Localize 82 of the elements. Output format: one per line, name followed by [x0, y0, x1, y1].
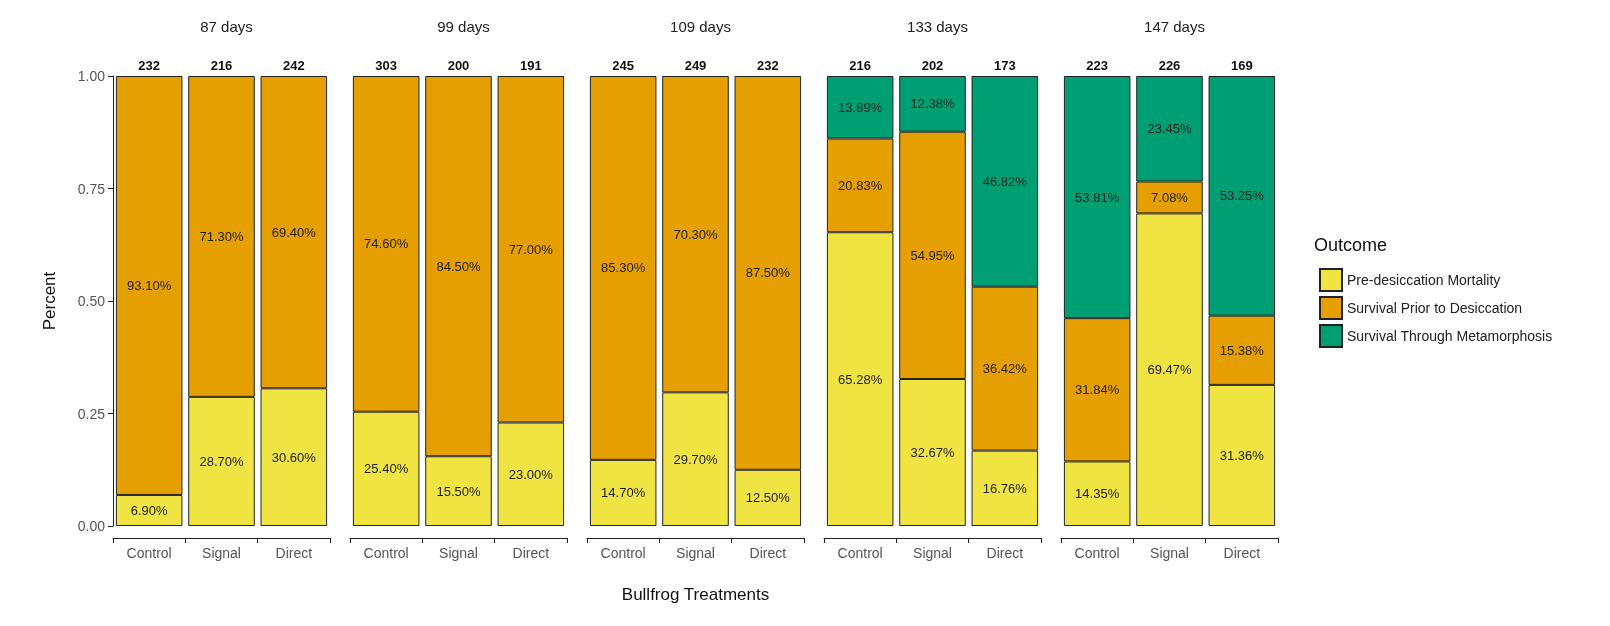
chart-title: 109 days: [670, 18, 731, 35]
data-label: 54.95%: [910, 247, 955, 263]
data-label: 15.38%: [1219, 342, 1265, 358]
data-label: 13.89%: [838, 99, 883, 115]
data-label: 25.40%: [364, 461, 409, 477]
data-label: 69.40%: [271, 224, 317, 240]
data-label: 16.76%: [982, 480, 1028, 496]
x-tick-label: Signal: [202, 545, 241, 561]
data-label: 23.00%: [508, 466, 554, 482]
x-tick-label: Control: [126, 545, 172, 561]
data-label: 30.60%: [271, 449, 317, 465]
x-tick-label: Signal: [1150, 545, 1189, 561]
y-tick-label: 1.00: [77, 68, 106, 84]
x-tick-label: Direct: [749, 545, 787, 561]
x-tick-label: Signal: [913, 545, 952, 561]
x-tick-label: Control: [837, 545, 883, 561]
y-tick-label: 0.50: [77, 293, 106, 309]
data-label: 53.81%: [1075, 189, 1120, 205]
chart-title: 99 days: [437, 18, 490, 35]
data-label: 32.67%: [910, 444, 955, 460]
annotation: 242: [282, 58, 305, 73]
y-tick-label: 0.75: [77, 180, 106, 197]
data-label: 12.50%: [745, 490, 791, 506]
legend-label: Survival Prior to Desiccation: [1347, 300, 1523, 316]
x-tick-label: Direct: [986, 545, 1024, 561]
data-label: 85.30%: [601, 260, 646, 276]
chart-title: 147 days: [1144, 18, 1205, 35]
annotation: 202: [921, 58, 944, 73]
data-label: 12.38%: [910, 96, 955, 112]
data-label: 77.00%: [508, 241, 554, 257]
data-label: 14.70%: [601, 485, 646, 501]
annotation: 226: [1158, 58, 1181, 73]
y-axis-title: Percent: [40, 271, 59, 331]
data-label: 14.35%: [1075, 486, 1120, 502]
data-label: 6.90%: [130, 502, 169, 518]
x-tick-label: Direct: [275, 545, 313, 561]
annotation: 249: [684, 58, 707, 73]
data-label: 84.50%: [436, 258, 481, 274]
legend-label: Survival Through Metamorphosis: [1347, 328, 1553, 344]
data-label: 65.28%: [838, 371, 883, 387]
data-label: 93.10%: [127, 277, 172, 293]
x-tick-label: Control: [363, 545, 409, 561]
legend-title: Outcome: [1314, 235, 1388, 255]
data-label: 29.70%: [673, 451, 718, 467]
data-label: 69.47%: [1147, 362, 1192, 378]
data-label: 53.25%: [1219, 188, 1265, 204]
data-label: 71.30%: [199, 228, 244, 244]
data-label: 46.82%: [982, 173, 1028, 189]
annotation: 216: [849, 58, 872, 73]
x-tick-label: Control: [1074, 545, 1120, 561]
data-label: 28.70%: [199, 453, 244, 469]
annotation: 191: [519, 58, 542, 73]
data-label: 7.08%: [1151, 189, 1189, 205]
data-label: 31.36%: [1219, 447, 1265, 463]
data-label: 20.83%: [838, 177, 883, 193]
data-label: 36.42%: [982, 361, 1028, 377]
x-tick-label: Signal: [439, 545, 478, 561]
annotation: 216: [210, 58, 233, 73]
x-tick-label: Control: [600, 545, 646, 561]
x-tick-label: Direct: [1223, 545, 1261, 561]
y-tick-label: 0.00: [77, 518, 106, 534]
chart-title: 133 days: [907, 18, 968, 35]
annotation: 173: [993, 58, 1016, 73]
y-tick-label: 0.25: [77, 405, 106, 422]
data-label: 23.45%: [1147, 121, 1192, 137]
x-tick-label: Direct: [512, 545, 550, 561]
annotation: 169: [1230, 58, 1253, 73]
data-label: 70.30%: [673, 226, 718, 242]
data-label: 31.84%: [1075, 382, 1120, 398]
annotation: 303: [375, 58, 398, 73]
annotation: 200: [447, 58, 470, 73]
chart-title: 87 days: [200, 18, 253, 35]
x-tick-label: Signal: [676, 545, 715, 561]
annotation: 245: [612, 58, 635, 73]
data-label: 15.50%: [436, 483, 481, 499]
annotation: 223: [1086, 58, 1109, 73]
annotation: 232: [138, 58, 161, 73]
x-axis-title: Bullfrog Treatments: [621, 585, 770, 604]
annotation: 232: [756, 58, 779, 73]
data-label: 87.50%: [745, 265, 791, 281]
legend-label: Pre-desiccation Mortality: [1347, 272, 1501, 288]
data-label: 74.60%: [364, 236, 409, 252]
